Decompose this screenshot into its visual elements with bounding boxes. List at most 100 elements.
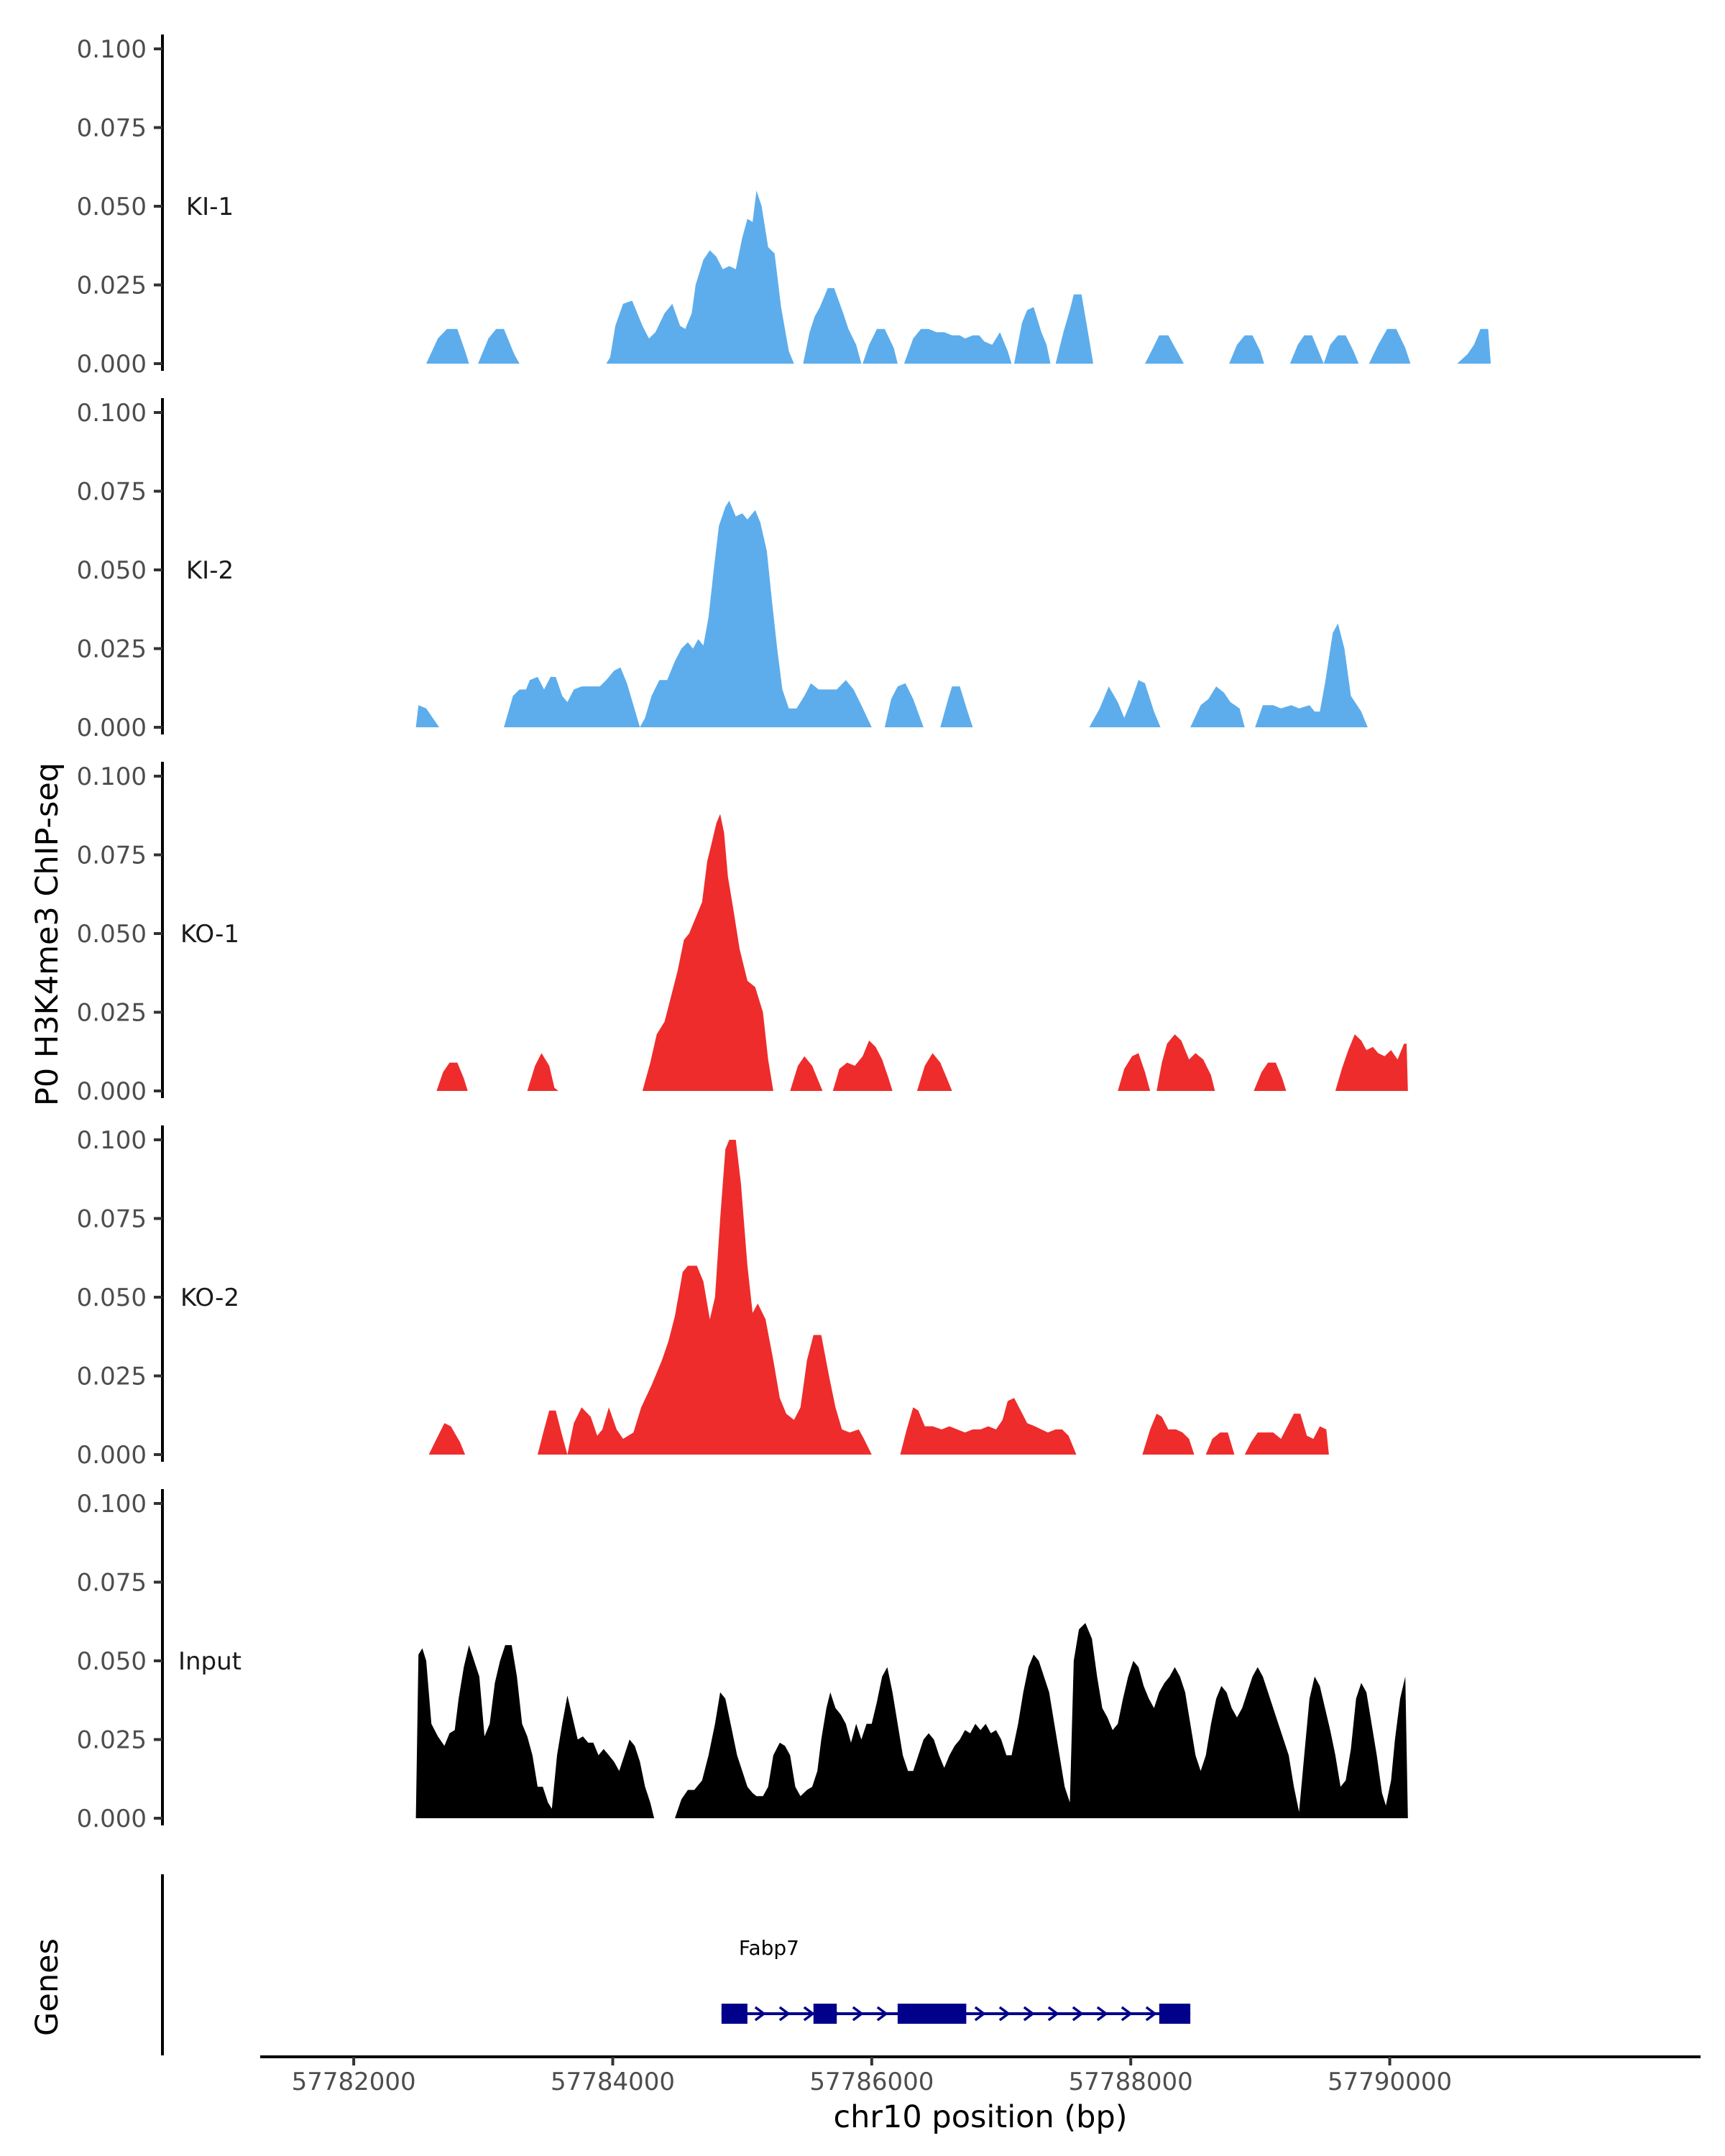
strand-arrow-icon	[1023, 2006, 1035, 2022]
gene-exon-3	[897, 2004, 967, 2024]
track-ki-2: 0.000 0.025 0.050 0.075 0.100 KI-2	[77, 398, 1368, 742]
y-tick-label: 0.000	[77, 350, 147, 379]
signal-area-ki-2-3	[884, 683, 924, 727]
signal-area-ki-2-6	[1190, 686, 1245, 727]
track-label: KO-2	[180, 1284, 239, 1312]
y-tick-label: 0.000	[77, 714, 147, 742]
y-tick-label: 0.100	[77, 1126, 147, 1155]
strand-arrow-icon	[1047, 2006, 1059, 2022]
y-tick-label: 0.075	[77, 842, 147, 870]
signal-area-ko-2-3	[900, 1398, 1077, 1455]
y-tick-label: 0.050	[77, 1284, 147, 1312]
signal-area-ki-1-11	[1289, 335, 1324, 364]
signal-area-ko-1-3	[642, 814, 773, 1091]
track-label: Input	[178, 1647, 242, 1676]
y-tick-label: 0.075	[77, 1205, 147, 1234]
signal-area-ki-1-10	[1229, 335, 1264, 364]
signal-tracks: 0.0000.0250.0500.0750.100KI-10.0000.0250…	[77, 34, 1491, 1833]
signal-area-ko-2-2	[538, 1140, 872, 1455]
y-tick-label: 0.050	[77, 920, 147, 949]
y-tick-label: 0.025	[77, 1363, 147, 1391]
strand-arrow-icon	[803, 2006, 815, 2022]
y-tick-label: 0.025	[77, 999, 147, 1028]
strand-arrow-icon	[852, 2006, 864, 2022]
gene-exon-2	[813, 2004, 837, 2024]
signal-area-ki-1-14	[1457, 328, 1491, 364]
x-tick-label: 57786000	[809, 2068, 934, 2096]
signal-area-input-2	[675, 1623, 1408, 1818]
x-tick-label: 57782000	[292, 2068, 416, 2096]
track-ko-1: 0.000 0.025 0.050 0.075 0.100 KO-1	[77, 762, 1408, 1106]
y-tick-label: 0.075	[77, 114, 147, 143]
track-ko-2: 0.000 0.025 0.050 0.075 0.100 KO-2	[77, 1125, 1329, 1470]
track-label: KO-1	[180, 920, 239, 949]
signal-area-ko-1-8	[1156, 1034, 1215, 1091]
y-axis-title: P0 H3K4me3 ChIP-seq	[29, 763, 65, 1106]
signal-area-ki-1-8	[1055, 294, 1093, 364]
signal-area-ki-2-7	[1255, 623, 1368, 727]
strand-arrow-icon	[1145, 2006, 1157, 2022]
track-ki-1: 0.000 0.025 0.050 0.075 0.100 KI-1	[77, 34, 1491, 379]
signal-area-ko-1-4	[790, 1056, 823, 1091]
gene-track-panel: Genes Fabp7	[29, 1874, 1191, 2055]
signal-area-ko-1-6	[916, 1053, 952, 1091]
signal-area-ki-1-7	[1014, 307, 1051, 364]
y-tick-label: 0.000	[77, 1441, 147, 1470]
y-tick-label: 0.100	[77, 763, 147, 791]
y-tick-label: 0.100	[77, 35, 147, 64]
strand-arrow-icon	[754, 2006, 766, 2022]
y-tick-label: 0.000	[77, 1077, 147, 1106]
strand-arrow-icon	[778, 2006, 791, 2022]
strand-arrow-icon	[1096, 2006, 1108, 2022]
strand-arrow-icon	[998, 2006, 1011, 2022]
signal-area-ko-2-5	[1205, 1432, 1235, 1455]
x-tick-label: 57790000	[1328, 2068, 1452, 2096]
signal-area-ko-2-4	[1142, 1414, 1195, 1455]
signal-area-ko-1-5	[832, 1040, 893, 1091]
strand-arrow-icon	[1121, 2006, 1133, 2022]
signal-area-ko-2-6	[1244, 1414, 1329, 1455]
y-tick-label: 0.050	[77, 1647, 147, 1676]
strand-arrow-icon	[876, 2006, 888, 2022]
signal-area-ko-1-7	[1118, 1053, 1151, 1091]
signal-area-input-1	[415, 1645, 655, 1818]
signal-area-ki-1-4	[803, 287, 862, 364]
y-tick-label: 0.075	[77, 1569, 147, 1598]
signal-area-ko-1-2	[527, 1053, 558, 1091]
signal-area-ko-1-10	[1335, 1034, 1408, 1091]
signal-area-ki-2-4	[940, 686, 973, 727]
signal-area-ki-1-12	[1323, 335, 1359, 364]
signal-area-ki-1-2	[478, 328, 520, 364]
track-label: KI-2	[186, 556, 234, 585]
gene-exon-4	[1159, 2004, 1191, 2024]
signal-area-ki-1-1	[426, 328, 469, 364]
strand-arrow-icon	[1072, 2006, 1084, 2022]
signal-area-ki-2-5	[1089, 680, 1161, 727]
signal-area-ki-1-13	[1368, 328, 1411, 364]
y-tick-label: 0.100	[77, 399, 147, 428]
signal-area-ki-1-5	[862, 328, 898, 364]
track-input: 0.000 0.025 0.050 0.075 0.100 Input	[77, 1489, 1408, 1833]
signal-area-ki-2-1	[415, 705, 439, 727]
gene-track-title: Genes	[29, 1938, 65, 2036]
x-axis: 57782000 57784000 57786000 57788000 57790000	[260, 2055, 1701, 2096]
signal-area-ko-1-9	[1254, 1062, 1287, 1091]
signal-area-ki-1-3	[606, 190, 794, 364]
signal-area-ki-2-2	[504, 500, 872, 727]
y-tick-label: 0.000	[77, 1805, 147, 1833]
track-label: KI-1	[186, 193, 234, 221]
y-tick-label: 0.025	[77, 635, 147, 664]
y-tick-label: 0.025	[77, 1726, 147, 1755]
x-tick-label: 57784000	[551, 2068, 675, 2096]
y-tick-label: 0.100	[77, 1490, 147, 1519]
signal-area-ko-2-1	[428, 1423, 466, 1455]
signal-area-ki-1-6	[903, 328, 1012, 364]
strand-arrow-icon	[974, 2006, 986, 2022]
y-tick-label: 0.075	[77, 478, 147, 507]
gene-name-label: Fabp7	[739, 1936, 799, 1960]
x-axis-title: chr10 position (bp)	[833, 2099, 1127, 2135]
y-tick-label: 0.025	[77, 272, 147, 300]
x-tick-label: 57788000	[1069, 2068, 1193, 2096]
signal-area-ko-1-1	[436, 1062, 468, 1091]
